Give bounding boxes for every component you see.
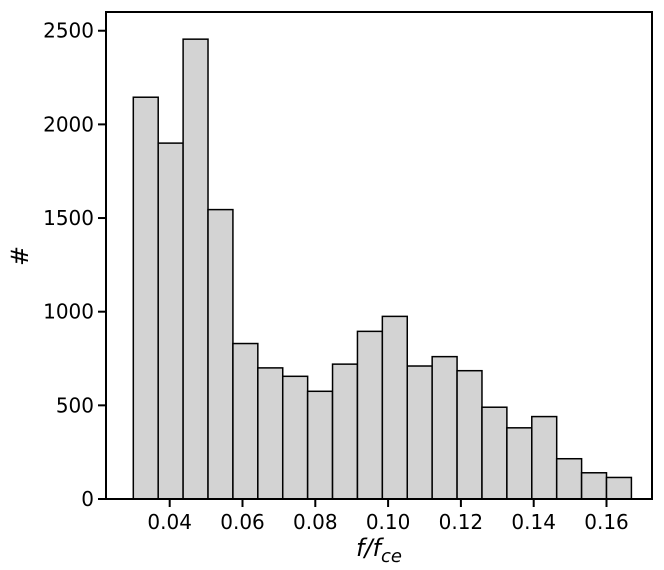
histogram-bars [132, 38, 633, 500]
histogram-bar [281, 375, 309, 500]
x-axis-ticks: 0.04 0.06 0.08 0.10 0.12 0.14 0.16 [147, 499, 629, 534]
histogram-bar [555, 457, 583, 500]
x-tick-label: 0.06 [220, 510, 265, 534]
x-tick-label: 0.16 [584, 510, 629, 534]
histogram-bar [580, 472, 608, 500]
y-tick-label: 1500 [43, 206, 94, 230]
histogram-bar [605, 476, 633, 500]
y-tick-label: 2000 [43, 112, 94, 136]
y-tick-label: 2500 [43, 19, 94, 43]
histogram-bar [331, 363, 359, 500]
x-tick-label: 0.12 [439, 510, 484, 534]
x-axis-label: f/fce [356, 534, 402, 567]
x-tick-label: 0.14 [511, 510, 556, 534]
histogram-bar [406, 365, 433, 500]
histogram-bar [531, 415, 558, 500]
x-tick-label: 0.10 [366, 510, 411, 534]
histogram-bar [381, 315, 409, 500]
y-axis-label: # [6, 246, 34, 266]
histogram-bar [207, 208, 234, 500]
histogram-bar [456, 369, 483, 500]
histogram-bar [431, 355, 458, 500]
histogram-bar [257, 367, 284, 500]
y-tick-label: 0 [81, 487, 94, 511]
histogram-bar [506, 427, 533, 500]
x-tick-label: 0.04 [147, 510, 192, 534]
histogram-bar [481, 406, 508, 500]
histogram-bar [157, 142, 184, 500]
plot-frame [105, 11, 653, 500]
histogram-bar [232, 342, 259, 500]
y-tick-label: 500 [56, 393, 94, 417]
histogram-bar [356, 330, 384, 500]
x-axis-label-subscript: ce [381, 546, 402, 567]
histogram-bar [306, 390, 334, 500]
x-tick-label: 0.08 [293, 510, 338, 534]
y-axis-ticks: 0 500 1000 1500 2000 2500 [43, 19, 106, 511]
histogram-bar [182, 38, 209, 500]
x-axis-label-main: f/f [356, 534, 385, 562]
y-tick-label: 1000 [43, 300, 94, 324]
histogram-bar [132, 96, 159, 500]
